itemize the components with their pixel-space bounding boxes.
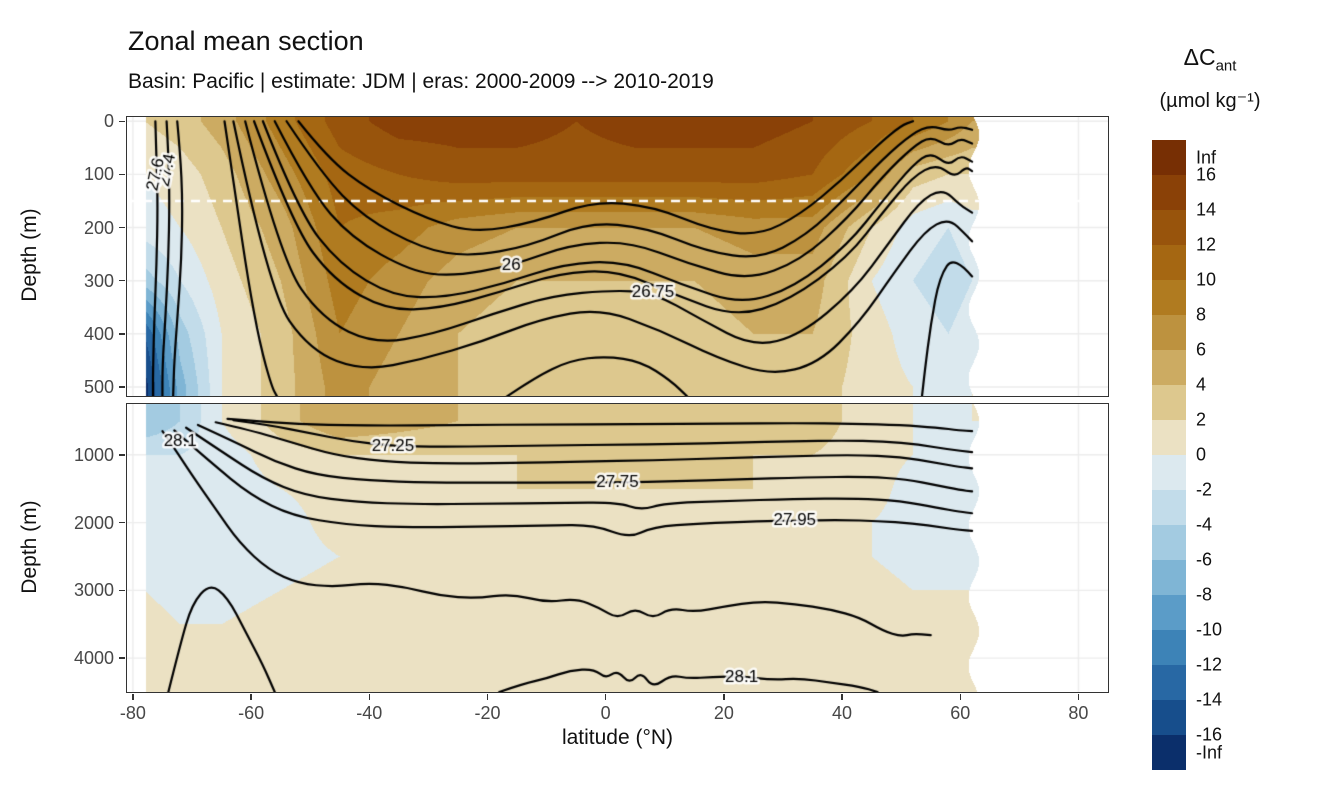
y-tick-mark bbox=[119, 589, 125, 592]
colorbar-cell bbox=[1152, 525, 1186, 560]
y-tick-label: 400 bbox=[83, 323, 114, 344]
colorbar-label: 8 bbox=[1196, 304, 1207, 325]
x-tick-label: -80 bbox=[119, 703, 146, 723]
x-tick-mark bbox=[959, 694, 961, 700]
x-tick-label: -60 bbox=[238, 703, 265, 723]
colorbar-cell bbox=[1152, 245, 1186, 280]
y-tick-label: 3000 bbox=[73, 580, 114, 601]
y-tick-mark bbox=[119, 454, 125, 456]
y-tick-label: 300 bbox=[83, 270, 114, 291]
legend-title-subscript: ant bbox=[1215, 57, 1237, 75]
x-axis-title: latitude (°N) bbox=[561, 726, 674, 749]
x-tick-label: 40 bbox=[832, 703, 853, 723]
colorbar-label: -12 bbox=[1196, 654, 1223, 675]
y-tick-mark bbox=[119, 657, 125, 659]
x-tick-label: -40 bbox=[356, 703, 383, 723]
colorbar-label: 12 bbox=[1196, 234, 1217, 255]
x-tick-mark bbox=[1077, 694, 1080, 700]
y-tick-label: 4000 bbox=[73, 648, 114, 669]
colorbar-cell bbox=[1152, 385, 1186, 420]
legend-title: ΔCant bbox=[1140, 44, 1280, 75]
x-tick-label: 60 bbox=[950, 703, 971, 723]
colorbar-label: -8 bbox=[1196, 584, 1213, 605]
colorbar-label: 4 bbox=[1196, 374, 1207, 395]
y-tick-mark bbox=[119, 120, 125, 122]
legend-title-symbol: ΔC bbox=[1183, 44, 1216, 70]
colorbar-label: -16 bbox=[1196, 724, 1223, 745]
y-tick-label: 200 bbox=[83, 217, 114, 238]
x-tick-mark bbox=[486, 694, 489, 700]
colorbar-cell bbox=[1152, 175, 1186, 210]
colorbar-label: 0 bbox=[1196, 444, 1207, 465]
y-tick-mark bbox=[119, 386, 125, 388]
colorbar-label: -6 bbox=[1196, 549, 1213, 570]
upper-section-panel bbox=[126, 116, 1109, 397]
colorbar-label: -2 bbox=[1196, 479, 1213, 500]
x-tick-label: -20 bbox=[474, 703, 501, 723]
chart-title: Zonal mean section bbox=[128, 26, 364, 56]
lower-section-panel bbox=[126, 403, 1109, 693]
y-axis-title-upper: Depth (m) bbox=[18, 208, 41, 302]
colorbar-cell bbox=[1152, 210, 1186, 245]
y-tick-mark bbox=[119, 333, 125, 335]
x-tick-mark bbox=[604, 694, 607, 700]
y-tick-mark bbox=[119, 279, 125, 282]
colorbar-cell bbox=[1152, 140, 1186, 175]
y-tick-mark bbox=[119, 226, 125, 229]
colorbar-label: 16 bbox=[1196, 164, 1217, 185]
colorbar-cell bbox=[1152, 280, 1186, 315]
y-tick-mark bbox=[119, 521, 125, 524]
colorbar-cell bbox=[1152, 560, 1186, 595]
x-tick-mark bbox=[132, 694, 134, 700]
colorbar-cell bbox=[1152, 420, 1186, 455]
colorbar bbox=[1152, 140, 1186, 770]
y-tick-mark bbox=[119, 173, 125, 176]
x-tick-mark bbox=[723, 694, 725, 700]
colorbar-label: -10 bbox=[1196, 619, 1223, 640]
colorbar-cell bbox=[1152, 595, 1186, 630]
legend-units: (µmol kg⁻¹) bbox=[1159, 90, 1261, 112]
y-axis-title-lower: Depth (m) bbox=[18, 500, 41, 594]
x-tick-label: 20 bbox=[713, 703, 734, 723]
colorbar-label: -4 bbox=[1196, 514, 1213, 535]
colorbar-cell bbox=[1152, 700, 1186, 735]
colorbar-cell bbox=[1152, 490, 1186, 525]
x-tick-mark bbox=[250, 694, 252, 700]
x-tick-label: 0 bbox=[600, 703, 611, 723]
y-tick-label: 2000 bbox=[73, 512, 114, 533]
colorbar-label: -Inf bbox=[1196, 742, 1223, 762]
chart-subtitle: Basin: Pacific | estimate: JDM | eras: 2… bbox=[128, 70, 714, 93]
colorbar-label: 14 bbox=[1196, 199, 1217, 220]
colorbar-cell bbox=[1152, 455, 1186, 490]
colorbar-label: -14 bbox=[1196, 689, 1223, 710]
colorbar-cell bbox=[1152, 665, 1186, 700]
colorbar-label: Inf bbox=[1196, 147, 1217, 167]
y-tick-label: 500 bbox=[83, 376, 114, 397]
y-tick-label: 0 bbox=[103, 111, 114, 132]
colorbar-cell bbox=[1152, 315, 1186, 350]
colorbar-cell bbox=[1152, 350, 1186, 385]
colorbar-label: 6 bbox=[1196, 339, 1207, 360]
colorbar-legend: ΔCant (µmol kg⁻¹) Inf 16 14 12 10 8 6 4 2 0 -2 -4 -6… bbox=[1140, 40, 1344, 800]
colorbar-label: 2 bbox=[1196, 409, 1207, 430]
colorbar-cell bbox=[1152, 630, 1186, 665]
y-tick-label: 100 bbox=[83, 164, 114, 185]
x-tick-mark bbox=[841, 694, 843, 700]
colorbar-label: 10 bbox=[1196, 269, 1217, 290]
x-tick-mark bbox=[368, 694, 371, 700]
x-tick-label: 80 bbox=[1068, 703, 1089, 723]
colorbar-cell bbox=[1152, 735, 1186, 770]
y-tick-label: 1000 bbox=[73, 444, 114, 465]
